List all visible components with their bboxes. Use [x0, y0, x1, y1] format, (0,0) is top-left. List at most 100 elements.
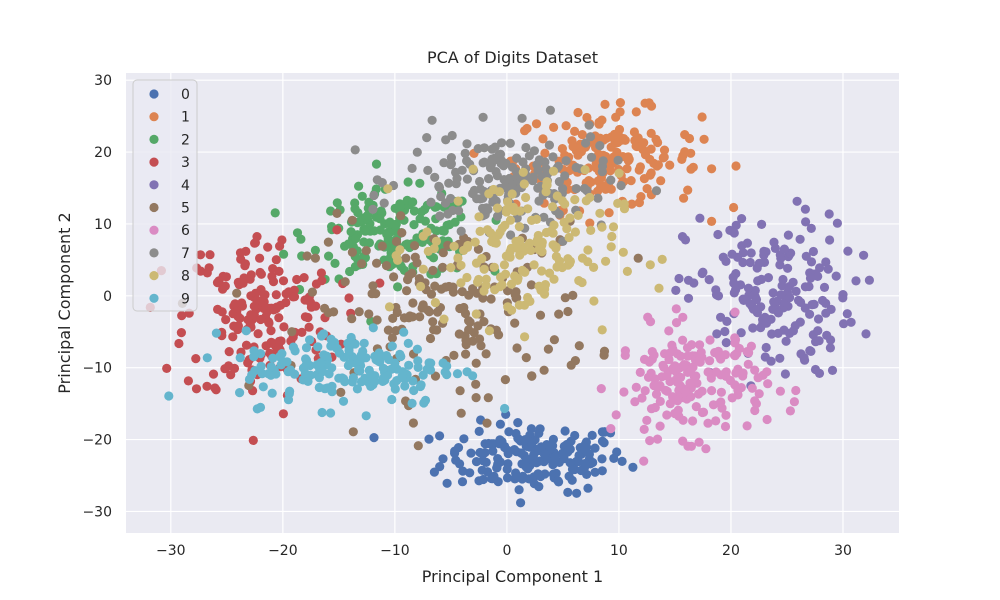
point-digit-6 [644, 357, 655, 367]
point-digit-3 [183, 376, 193, 386]
point-digit-0 [590, 467, 600, 477]
point-digit-1 [683, 185, 693, 195]
point-digit-7 [475, 176, 485, 187]
point-digit-2 [375, 214, 385, 224]
point-digit-1 [731, 161, 741, 171]
point-digit-5 [323, 237, 333, 247]
point-digit-8 [557, 262, 567, 273]
point-digit-1 [707, 164, 717, 174]
point-digit-0 [587, 430, 597, 440]
point-digit-9 [211, 328, 221, 338]
point-digit-0 [534, 482, 544, 492]
point-digit-4 [843, 246, 853, 256]
point-digit-7 [501, 158, 511, 168]
point-digit-1 [707, 216, 717, 226]
point-digit-8 [570, 195, 580, 205]
point-digit-8 [514, 300, 525, 310]
point-digit-4 [827, 365, 838, 375]
point-digit-4 [791, 286, 801, 296]
point-digit-3 [241, 340, 252, 350]
point-digit-3 [311, 279, 321, 289]
point-digit-2 [409, 220, 419, 230]
point-digit-6 [697, 386, 707, 396]
point-digit-8 [384, 302, 395, 312]
point-digit-1 [651, 134, 661, 144]
point-digit-8 [601, 256, 611, 266]
point-digit-1 [573, 107, 583, 118]
point-digit-3 [261, 341, 271, 351]
point-digit-6 [678, 312, 688, 322]
point-digit-5 [415, 312, 425, 322]
point-digit-0 [580, 458, 590, 469]
point-digit-4 [775, 353, 785, 363]
point-digit-9 [285, 365, 296, 375]
point-digit-0 [536, 442, 546, 452]
y-tick-label: −20 [82, 433, 112, 449]
point-digit-1 [659, 152, 669, 162]
point-digit-6 [750, 396, 760, 406]
point-digit-2 [354, 181, 364, 191]
point-digit-8 [614, 168, 624, 178]
x-tick-label: −10 [380, 543, 410, 559]
point-digit-8 [462, 272, 472, 283]
point-digit-5 [599, 350, 609, 360]
point-digit-4 [825, 343, 836, 353]
point-digit-6 [611, 410, 621, 420]
point-digit-7 [469, 185, 479, 195]
point-digit-7 [511, 153, 522, 163]
point-digit-0 [526, 424, 537, 434]
point-digit-7 [507, 162, 518, 172]
point-digit-4 [751, 294, 762, 305]
point-digit-9 [318, 329, 329, 339]
point-digit-6 [753, 373, 763, 383]
point-digit-5 [633, 253, 643, 263]
point-digit-2 [360, 226, 370, 236]
point-digit-8 [505, 247, 515, 257]
point-digit-4 [824, 209, 834, 219]
point-digit-6 [686, 441, 697, 451]
point-digit-3 [202, 381, 212, 391]
point-digit-8 [570, 227, 581, 237]
point-digit-7 [446, 193, 456, 204]
point-digit-8 [471, 309, 481, 319]
point-digit-8 [589, 262, 599, 272]
point-digit-1 [538, 134, 548, 144]
point-digit-5 [232, 288, 242, 298]
point-digit-2 [393, 282, 403, 292]
point-digit-5 [428, 317, 438, 327]
point-digit-9 [301, 355, 312, 365]
point-digit-5 [512, 343, 522, 353]
point-digit-6 [678, 335, 688, 345]
point-digit-2 [403, 177, 413, 187]
point-digit-9 [412, 344, 422, 354]
point-digit-6 [716, 397, 726, 407]
point-digit-6 [606, 424, 616, 434]
point-digit-8 [439, 314, 449, 324]
point-digit-7 [571, 162, 581, 173]
point-digit-5 [310, 253, 320, 263]
point-digit-5 [430, 281, 440, 291]
point-digit-7 [441, 135, 451, 145]
point-digit-9 [267, 388, 277, 398]
legend-marker-4 [149, 180, 159, 190]
point-digit-6 [630, 397, 640, 407]
point-digit-6 [698, 407, 709, 417]
point-digit-5 [368, 281, 378, 291]
point-digit-3 [263, 317, 274, 327]
point-digit-9 [313, 342, 323, 352]
point-digit-1 [561, 121, 571, 131]
point-digit-3 [278, 409, 288, 419]
point-digit-5 [570, 356, 581, 366]
point-digit-7 [448, 205, 458, 216]
point-digit-5 [500, 375, 510, 385]
point-digit-8 [564, 232, 574, 243]
point-digit-0 [609, 453, 619, 463]
point-digit-6 [631, 382, 641, 392]
point-digit-8 [490, 285, 500, 295]
point-digit-9 [301, 343, 312, 353]
point-digit-7 [613, 155, 623, 165]
point-digit-8 [514, 222, 525, 232]
point-digit-4 [721, 338, 731, 348]
point-digit-5 [456, 408, 466, 418]
